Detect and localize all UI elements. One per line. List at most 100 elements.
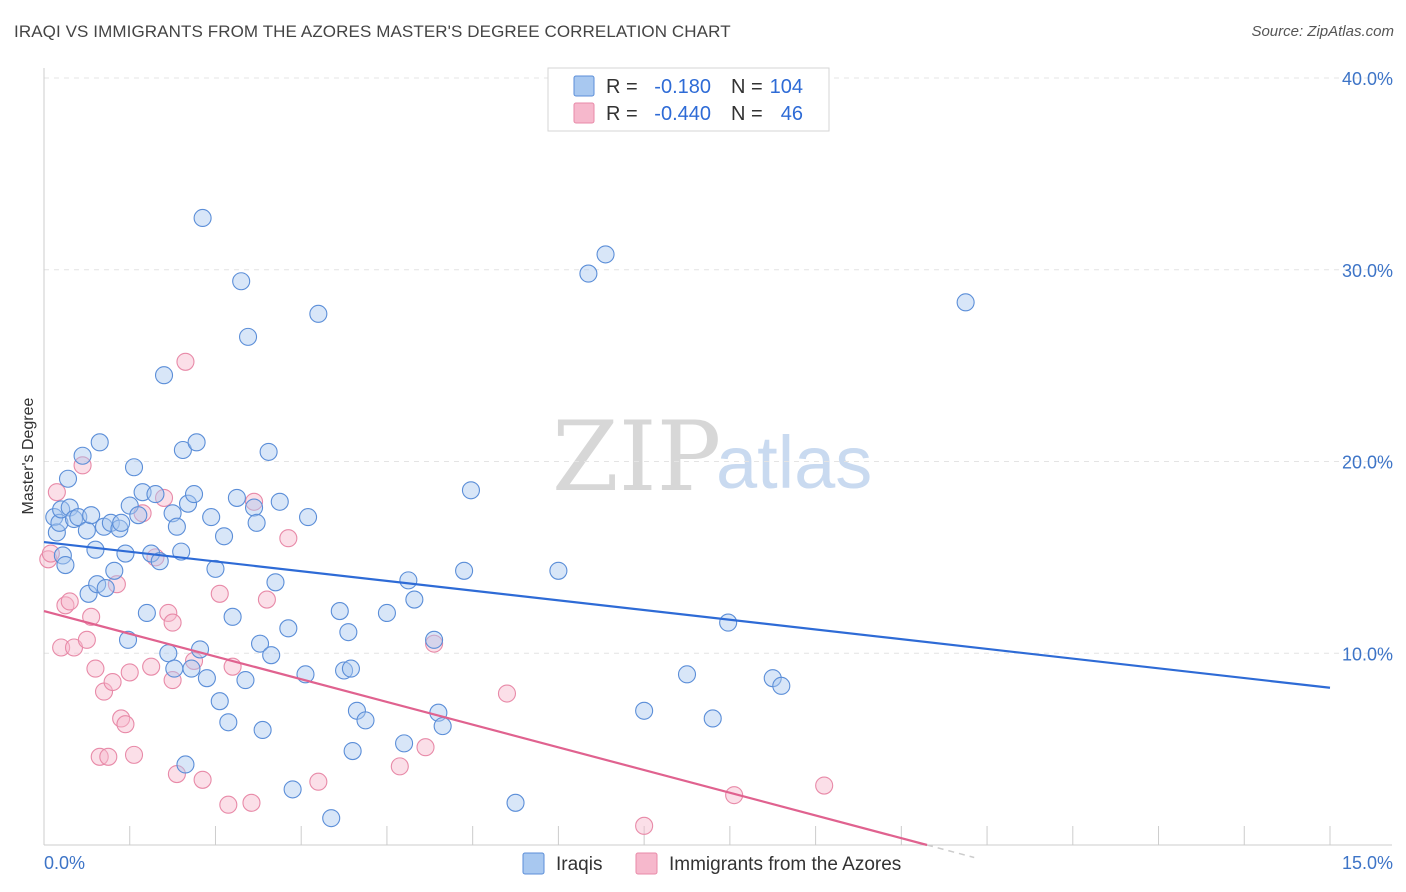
iraqis-point: [193, 208, 212, 228]
iraqis-point: [165, 659, 184, 678]
iraqis-point: [50, 513, 69, 532]
iraqis-point: [58, 469, 78, 488]
iraqis-point: [90, 433, 109, 452]
iraqis-point: [77, 521, 96, 540]
iraqis-point: [506, 793, 525, 812]
iraqis-point: [772, 676, 791, 695]
watermark: ZIP atlas: [552, 401, 872, 513]
series-azores-points: [39, 352, 834, 835]
azores-point: [73, 456, 92, 475]
series-legend: Iraqis Immigrants from the Azores: [522, 852, 901, 875]
y-tick-label: 10.0%: [1342, 644, 1393, 664]
iraqis-point: [356, 711, 375, 730]
iraqis-point: [150, 552, 169, 571]
iraqis-point: [247, 513, 266, 532]
trendline-azores: [43, 610, 928, 847]
iraqis-point: [433, 717, 452, 736]
y-tick-label: 30.0%: [1342, 261, 1393, 281]
stats-legend: R = -0.180 N = 104 R = -0.440 N = 46: [547, 67, 830, 132]
iraqis-point: [405, 590, 424, 609]
iraqis-point: [262, 646, 281, 665]
iraqis-point: [425, 630, 444, 649]
iraqis-point: [163, 504, 182, 523]
gridlines: [44, 77, 1392, 654]
iraqis-point: [172, 542, 191, 561]
iraqis-point: [96, 579, 115, 598]
iraqis-point: [146, 485, 165, 504]
iraqis-point: [635, 701, 654, 720]
azores-point: [416, 738, 435, 757]
series-iraqis-points: [45, 208, 975, 828]
iraqis-point: [173, 440, 192, 460]
bottom-legend-iraqis: Iraqis: [556, 854, 602, 875]
legend-azores-r-label: R =: [606, 103, 638, 125]
iraqis-point: [266, 573, 285, 592]
iraqis-point: [461, 481, 481, 500]
y-tick-labels: 10.0% 20.0% 30.0% 40.0%: [1342, 69, 1393, 664]
iraqis-point: [202, 508, 221, 527]
legend-azores-r-value: -0.440: [654, 103, 711, 125]
iraqis-point: [73, 446, 92, 465]
azores-point: [120, 663, 139, 682]
azores-point: [279, 529, 298, 548]
iraqis-point: [677, 665, 697, 684]
iraqis-point: [703, 709, 722, 728]
iraqis-point: [210, 692, 229, 711]
iraqis-point: [596, 245, 615, 264]
iraqis-point: [309, 304, 328, 323]
azores-point: [82, 607, 101, 626]
iraqis-point: [395, 734, 414, 753]
legend-iraqis-n-value: 104: [770, 76, 803, 98]
y-tick-label: 40.0%: [1342, 69, 1393, 89]
iraqis-point: [956, 293, 975, 312]
azores-point: [159, 603, 178, 623]
azores-point: [60, 592, 79, 611]
iraqis-point: [178, 494, 198, 513]
iraqis-point: [105, 561, 124, 580]
iraqis-point: [86, 540, 105, 559]
legend-iraqis-n-label: N =: [731, 76, 763, 98]
azores-point: [309, 772, 328, 791]
azores-point: [154, 488, 174, 507]
iraqis-point: [227, 488, 246, 507]
trendline-azores-extension: [926, 844, 975, 859]
bottom-legend-swatch-azores: [635, 852, 658, 875]
azores-point: [103, 672, 122, 692]
azores-point: [257, 590, 276, 609]
azores-point: [86, 659, 105, 678]
legend-swatch-azores: [573, 102, 595, 124]
iraqis-point: [182, 659, 201, 678]
trendline-iraqis: [43, 540, 1331, 689]
iraqis-point: [330, 602, 349, 621]
iraqis-point: [250, 634, 270, 653]
y-tick-label: 20.0%: [1342, 453, 1393, 473]
iraqis-point: [279, 619, 298, 638]
iraqis-point: [259, 442, 278, 461]
azores-point: [193, 770, 212, 789]
iraqis-point: [137, 603, 156, 623]
iraqis-point: [129, 506, 148, 525]
iraqis-point: [116, 544, 135, 563]
iraqis-point: [579, 264, 598, 283]
iraqis-point: [159, 644, 178, 663]
x-tick-label-min: 0.0%: [44, 853, 85, 873]
iraqis-point: [253, 720, 272, 740]
legend-iraqis-r-label: R =: [606, 76, 638, 98]
trendlines: [43, 540, 1331, 859]
azores-point: [47, 483, 66, 502]
stats-legend-box: [547, 67, 830, 132]
iraqis-point: [322, 809, 341, 828]
iraqis-point: [232, 272, 251, 291]
iraqis-point: [124, 458, 144, 477]
azores-point: [52, 638, 71, 657]
iraqis-point: [176, 755, 195, 774]
iraqis-point: [88, 575, 107, 594]
azores-point: [116, 715, 135, 734]
azores-point: [107, 575, 126, 594]
legend-swatch-iraqis: [573, 75, 595, 97]
iraqis-point: [335, 661, 354, 680]
iraqis-point: [190, 640, 210, 659]
iraqis-point: [343, 741, 362, 761]
bottom-legend-azores: Immigrants from the Azores: [669, 854, 901, 875]
